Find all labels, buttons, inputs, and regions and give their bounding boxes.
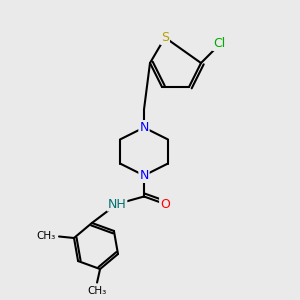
Text: S: S	[161, 31, 169, 44]
Text: N: N	[139, 169, 149, 182]
Text: NH: NH	[108, 197, 126, 211]
Text: CH₃: CH₃	[37, 232, 56, 242]
Text: Cl: Cl	[213, 37, 225, 50]
Text: CH₃: CH₃	[87, 286, 107, 296]
Text: N: N	[139, 121, 149, 134]
Text: O: O	[160, 197, 170, 211]
